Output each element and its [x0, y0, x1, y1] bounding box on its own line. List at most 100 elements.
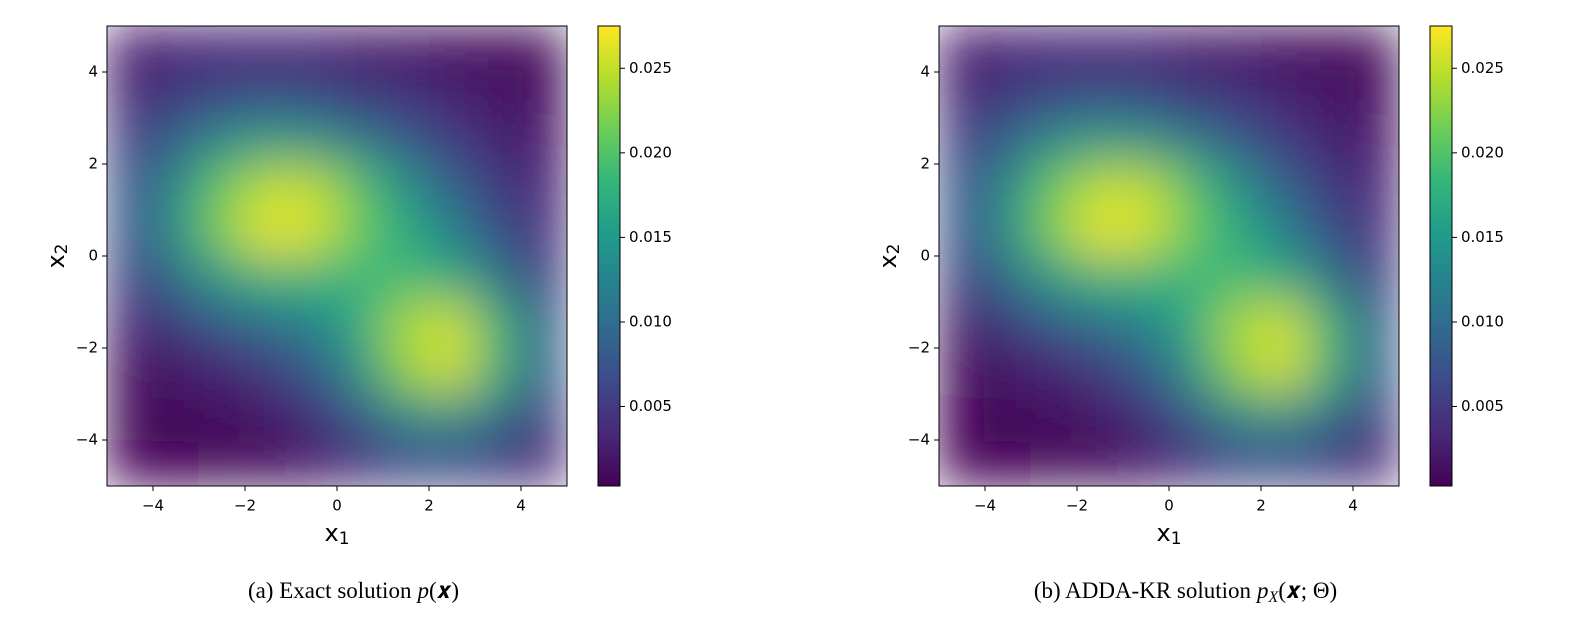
heatmap-cell [1352, 209, 1399, 257]
heatmap-cell [107, 347, 154, 395]
heatmap-cell [1122, 163, 1170, 211]
heatmap-cell [152, 26, 200, 73]
heatmap-cells [107, 26, 567, 486]
heatmap-cell [1076, 255, 1124, 303]
heatmap-cell [382, 255, 430, 303]
heatmap-cell [984, 209, 1032, 257]
heatmap-cell [382, 209, 430, 257]
heatmap-cell [152, 163, 200, 211]
heatmap-cell [1122, 26, 1170, 73]
heatmap-cell [152, 209, 200, 257]
x-axis-label-sub: 1 [1171, 529, 1182, 549]
heatmap-cell [1352, 439, 1399, 486]
heatmap-cell [336, 255, 384, 303]
heatmap-cell [1122, 117, 1170, 165]
heatmap-cell [1260, 301, 1308, 349]
heatmap-cell [1214, 209, 1262, 257]
heatmap-cell [1214, 117, 1262, 165]
heatmap-cell [1260, 117, 1308, 165]
heatmap-cell [1306, 301, 1354, 349]
heatmap-cell [382, 117, 430, 165]
x-tick-label: −2 [234, 497, 256, 515]
x-tick-label: 4 [516, 497, 526, 515]
heatmap-cell [336, 393, 384, 441]
heatmap-cell [984, 301, 1032, 349]
y-axis-label-main: x [874, 254, 902, 268]
heatmap-cell [198, 393, 246, 441]
heatmap-cell [1306, 439, 1354, 486]
heatmap-cell [244, 26, 292, 73]
heatmap-cell [290, 209, 338, 257]
colorbar-tick-label: 0.005 [1461, 397, 1504, 415]
caption-math: p [1255, 578, 1269, 603]
heatmap-cell [428, 301, 476, 349]
heatmap-cell [1030, 26, 1078, 73]
heatmap-cell [428, 255, 476, 303]
x-tick-label: 0 [332, 497, 342, 515]
colorbar-tick-label: 0.025 [629, 59, 672, 77]
x-tick-label: −2 [1066, 497, 1088, 515]
heatmap-cell [198, 26, 246, 73]
heatmap-cell [1030, 209, 1078, 257]
heatmap-cell [1076, 117, 1124, 165]
heatmap-cell [939, 209, 986, 257]
heatmap-cell [1030, 71, 1078, 119]
heatmap-cell [1168, 393, 1216, 441]
heatmap-cell [1306, 26, 1354, 73]
heatmap-cell [1168, 347, 1216, 395]
heatmap-cell [1168, 255, 1216, 303]
heatmap-cell [1352, 117, 1399, 165]
x-tick-label: −4 [142, 497, 164, 515]
heatmap-cell [152, 301, 200, 349]
heatmap-cell [1306, 393, 1354, 441]
heatmap-cell [244, 71, 292, 119]
heatmap-cell [520, 439, 567, 486]
heatmap-cell [107, 117, 154, 165]
heatmap-cell [1352, 255, 1399, 303]
heatmap-cell [152, 255, 200, 303]
colorbar-tick-label: 0.015 [629, 228, 672, 246]
heatmap-cell [244, 163, 292, 211]
heatmap-cell [336, 439, 384, 486]
heatmap-cell [1122, 439, 1170, 486]
heatmap-cell [198, 301, 246, 349]
heatmap-cell [382, 393, 430, 441]
heatmap-cell [1030, 163, 1078, 211]
heatmap-cell [474, 255, 522, 303]
heatmap-cell [939, 26, 986, 73]
colorbar-tick-label: 0.005 [629, 397, 672, 415]
heatmap-cell [1214, 301, 1262, 349]
heatmap-cell [1030, 347, 1078, 395]
heatmap-cell [1260, 255, 1308, 303]
heatmap-cell [984, 347, 1032, 395]
heatmap-cell [1306, 71, 1354, 119]
heatmap-cell [382, 26, 430, 73]
heatmap-cell [336, 163, 384, 211]
heatmap-cell [1076, 71, 1124, 119]
heatmap-cell [244, 439, 292, 486]
heatmap-cell [520, 209, 567, 257]
heatmap-cell [198, 163, 246, 211]
heatmap-cell [1076, 209, 1124, 257]
heatmap-cell [1260, 71, 1308, 119]
heatmap-cell [1076, 163, 1124, 211]
heatmap-cell [152, 117, 200, 165]
heatmap-cell [428, 439, 476, 486]
heatmap-cell [1168, 209, 1216, 257]
heatmap-cell [520, 26, 567, 73]
x-tick-label: 4 [1348, 497, 1358, 515]
heatmap-cell [336, 347, 384, 395]
colorbar-tick-label: 0.015 [1461, 228, 1504, 246]
heatmap-cell [1030, 255, 1078, 303]
heatmap-cell [152, 393, 200, 441]
y-tick-label: 4 [88, 63, 98, 81]
x-tick-label: −4 [974, 497, 996, 515]
heatmap-cell [474, 71, 522, 119]
heatmap-cell [382, 301, 430, 349]
heatmap-cell [382, 439, 430, 486]
heatmap-cell [428, 71, 476, 119]
heatmap-cell [1214, 163, 1262, 211]
heatmap-cell [1260, 209, 1308, 257]
y-axis-label-sub: 2 [884, 243, 904, 254]
